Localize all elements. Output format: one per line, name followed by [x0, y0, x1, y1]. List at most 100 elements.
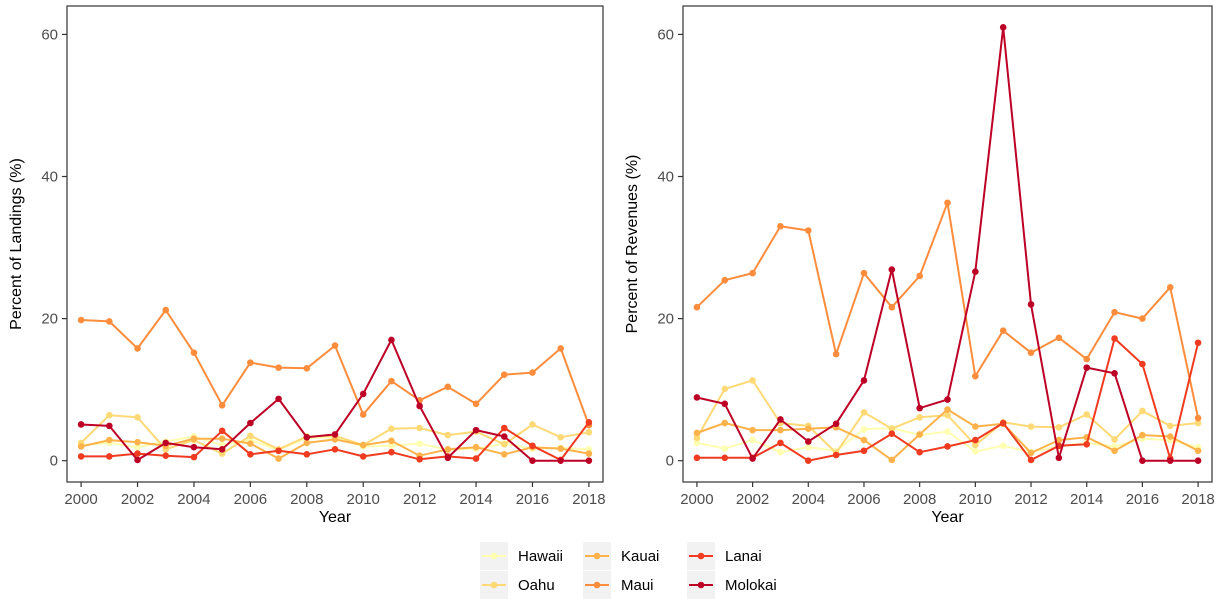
data-point-oahu [1083, 411, 1091, 418]
series-molokai [693, 24, 1202, 464]
data-point-molokai [1139, 457, 1146, 464]
data-point-maui [1055, 334, 1063, 342]
data-point-kauai [1194, 447, 1202, 455]
data-point-kauai [777, 426, 784, 434]
data-point-kauai [388, 437, 395, 445]
data-point-maui [944, 199, 951, 207]
data-point-oahu [1194, 419, 1202, 427]
data-point-kauai [585, 450, 593, 457]
y-tick-label: 0 [50, 453, 58, 470]
data-point-molokai [721, 400, 729, 408]
data-point-hawaii [999, 442, 1007, 450]
data-point-lanai [832, 451, 840, 459]
data-point-molokai [303, 433, 311, 441]
x-tick-label: 2016 [1126, 491, 1159, 508]
x-tick-label: 2014 [459, 491, 492, 508]
data-point-kauai [1027, 449, 1035, 457]
data-point-lanai [1027, 456, 1035, 464]
data-point-kauai [359, 441, 367, 449]
data-point-maui [1166, 284, 1174, 291]
x-tick-label: 2004 [177, 491, 210, 508]
data-point-lanai [944, 443, 951, 450]
data-point-kauai [944, 406, 951, 413]
legend-item-lanai: Lanai [687, 542, 762, 570]
data-point-molokai [693, 394, 701, 401]
data-point-molokai [134, 456, 141, 464]
data-point-molokai [106, 422, 113, 430]
data-point-molokai [585, 457, 593, 464]
data-point-molokai [77, 421, 85, 428]
data-point-oahu [1139, 407, 1146, 415]
data-point-hawaii [134, 443, 141, 451]
legend-label: Molokai [725, 577, 777, 594]
data-point-lanai [585, 419, 593, 426]
y-tick-label: 20 [41, 311, 58, 328]
data-point-molokai [804, 438, 812, 445]
data-point-oahu [972, 441, 979, 449]
legend-key-point [697, 581, 705, 589]
data-point-maui [999, 327, 1007, 334]
data-point-maui [472, 400, 480, 408]
x-tick-label: 2018 [1181, 491, 1214, 508]
data-point-oahu [106, 411, 113, 419]
legend-key-point [490, 552, 498, 560]
data-point-kauai [500, 450, 508, 458]
data-point-kauai [1166, 433, 1174, 440]
data-point-lanai [500, 424, 508, 432]
data-point-molokai [416, 402, 423, 410]
data-point-maui [275, 364, 282, 371]
data-point-oahu [860, 409, 868, 416]
x-tick-label: 2000 [64, 491, 97, 508]
data-point-hawaii [749, 436, 756, 444]
data-point-oahu [1027, 423, 1035, 430]
data-point-molokai [888, 266, 896, 273]
x-tick-label: 2008 [903, 491, 936, 508]
data-point-molokai [331, 431, 339, 438]
data-point-lanai [275, 447, 282, 455]
x-tick-label: 2014 [1070, 491, 1103, 508]
data-point-oahu [1111, 436, 1118, 443]
data-point-oahu [444, 431, 452, 439]
data-point-kauai [1139, 431, 1146, 439]
data-point-molokai [1027, 301, 1035, 308]
data-point-kauai [331, 436, 339, 443]
x-tick-label: 2004 [792, 491, 825, 508]
x-tick-label: 2000 [680, 491, 713, 508]
data-point-kauai [247, 440, 254, 447]
data-point-molokai [359, 390, 367, 398]
data-point-oahu [944, 411, 951, 419]
data-point-lanai [106, 453, 113, 460]
y-axis-title: Percent of Landings (%) [8, 158, 25, 330]
data-point-lanai [888, 430, 896, 437]
data-point-lanai [472, 455, 480, 462]
data-point-lanai [388, 448, 395, 456]
data-point-maui [749, 269, 756, 277]
data-point-maui [832, 350, 840, 358]
series-maui [693, 199, 1202, 422]
legend-item-molokai: Molokai [687, 571, 777, 599]
data-point-hawaii [860, 426, 868, 433]
data-point-lanai [804, 457, 812, 464]
data-point-molokai [444, 454, 452, 462]
legend-label: Hawaii [518, 548, 563, 565]
data-point-lanai [1083, 441, 1091, 448]
data-point-molokai [557, 457, 564, 464]
legend-key-point [490, 581, 498, 589]
data-point-maui [190, 349, 198, 356]
data-point-maui [1139, 315, 1146, 322]
data-point-oahu [416, 424, 423, 432]
legend: Hawaii Kauai Lanai Oahu Maui Molokai [480, 542, 777, 599]
y-tick-label: 40 [41, 169, 58, 186]
data-point-maui [500, 371, 508, 379]
data-point-maui [247, 359, 254, 366]
data-point-molokai [749, 455, 756, 462]
data-point-lanai [999, 419, 1007, 427]
data-point-kauai [804, 425, 812, 433]
data-point-oahu [247, 432, 254, 440]
data-point-molokai [916, 404, 923, 412]
legend-key-point [697, 552, 705, 560]
data-point-molokai [472, 426, 480, 434]
data-point-kauai [106, 436, 113, 444]
plot-area [66, 5, 604, 483]
data-point-lanai [1194, 339, 1202, 347]
